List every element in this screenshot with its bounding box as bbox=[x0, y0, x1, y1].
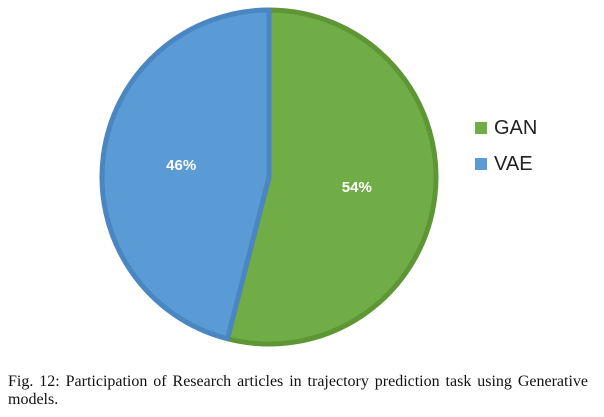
legend-swatch-vae bbox=[475, 158, 487, 170]
slice-label-vae: 46% bbox=[166, 157, 196, 174]
pie-chart: 54% 46% bbox=[99, 7, 439, 347]
figure-caption: Fig. 12: Participation of Research artic… bbox=[8, 373, 588, 408]
legend-item-vae: VAE bbox=[475, 149, 537, 179]
legend-item-gan: GAN bbox=[475, 113, 537, 143]
pie-slices bbox=[99, 7, 439, 347]
legend-swatch-gan bbox=[475, 122, 487, 134]
legend: GAN VAE bbox=[475, 113, 537, 185]
slice-label-gan: 54% bbox=[342, 179, 372, 196]
legend-label-gan: GAN bbox=[494, 116, 538, 139]
pie-slice-vae bbox=[99, 7, 272, 342]
pie-slice-gan bbox=[224, 7, 439, 347]
slice-labels: 54% 46% bbox=[166, 157, 372, 196]
legend-label-vae: VAE bbox=[494, 152, 533, 175]
